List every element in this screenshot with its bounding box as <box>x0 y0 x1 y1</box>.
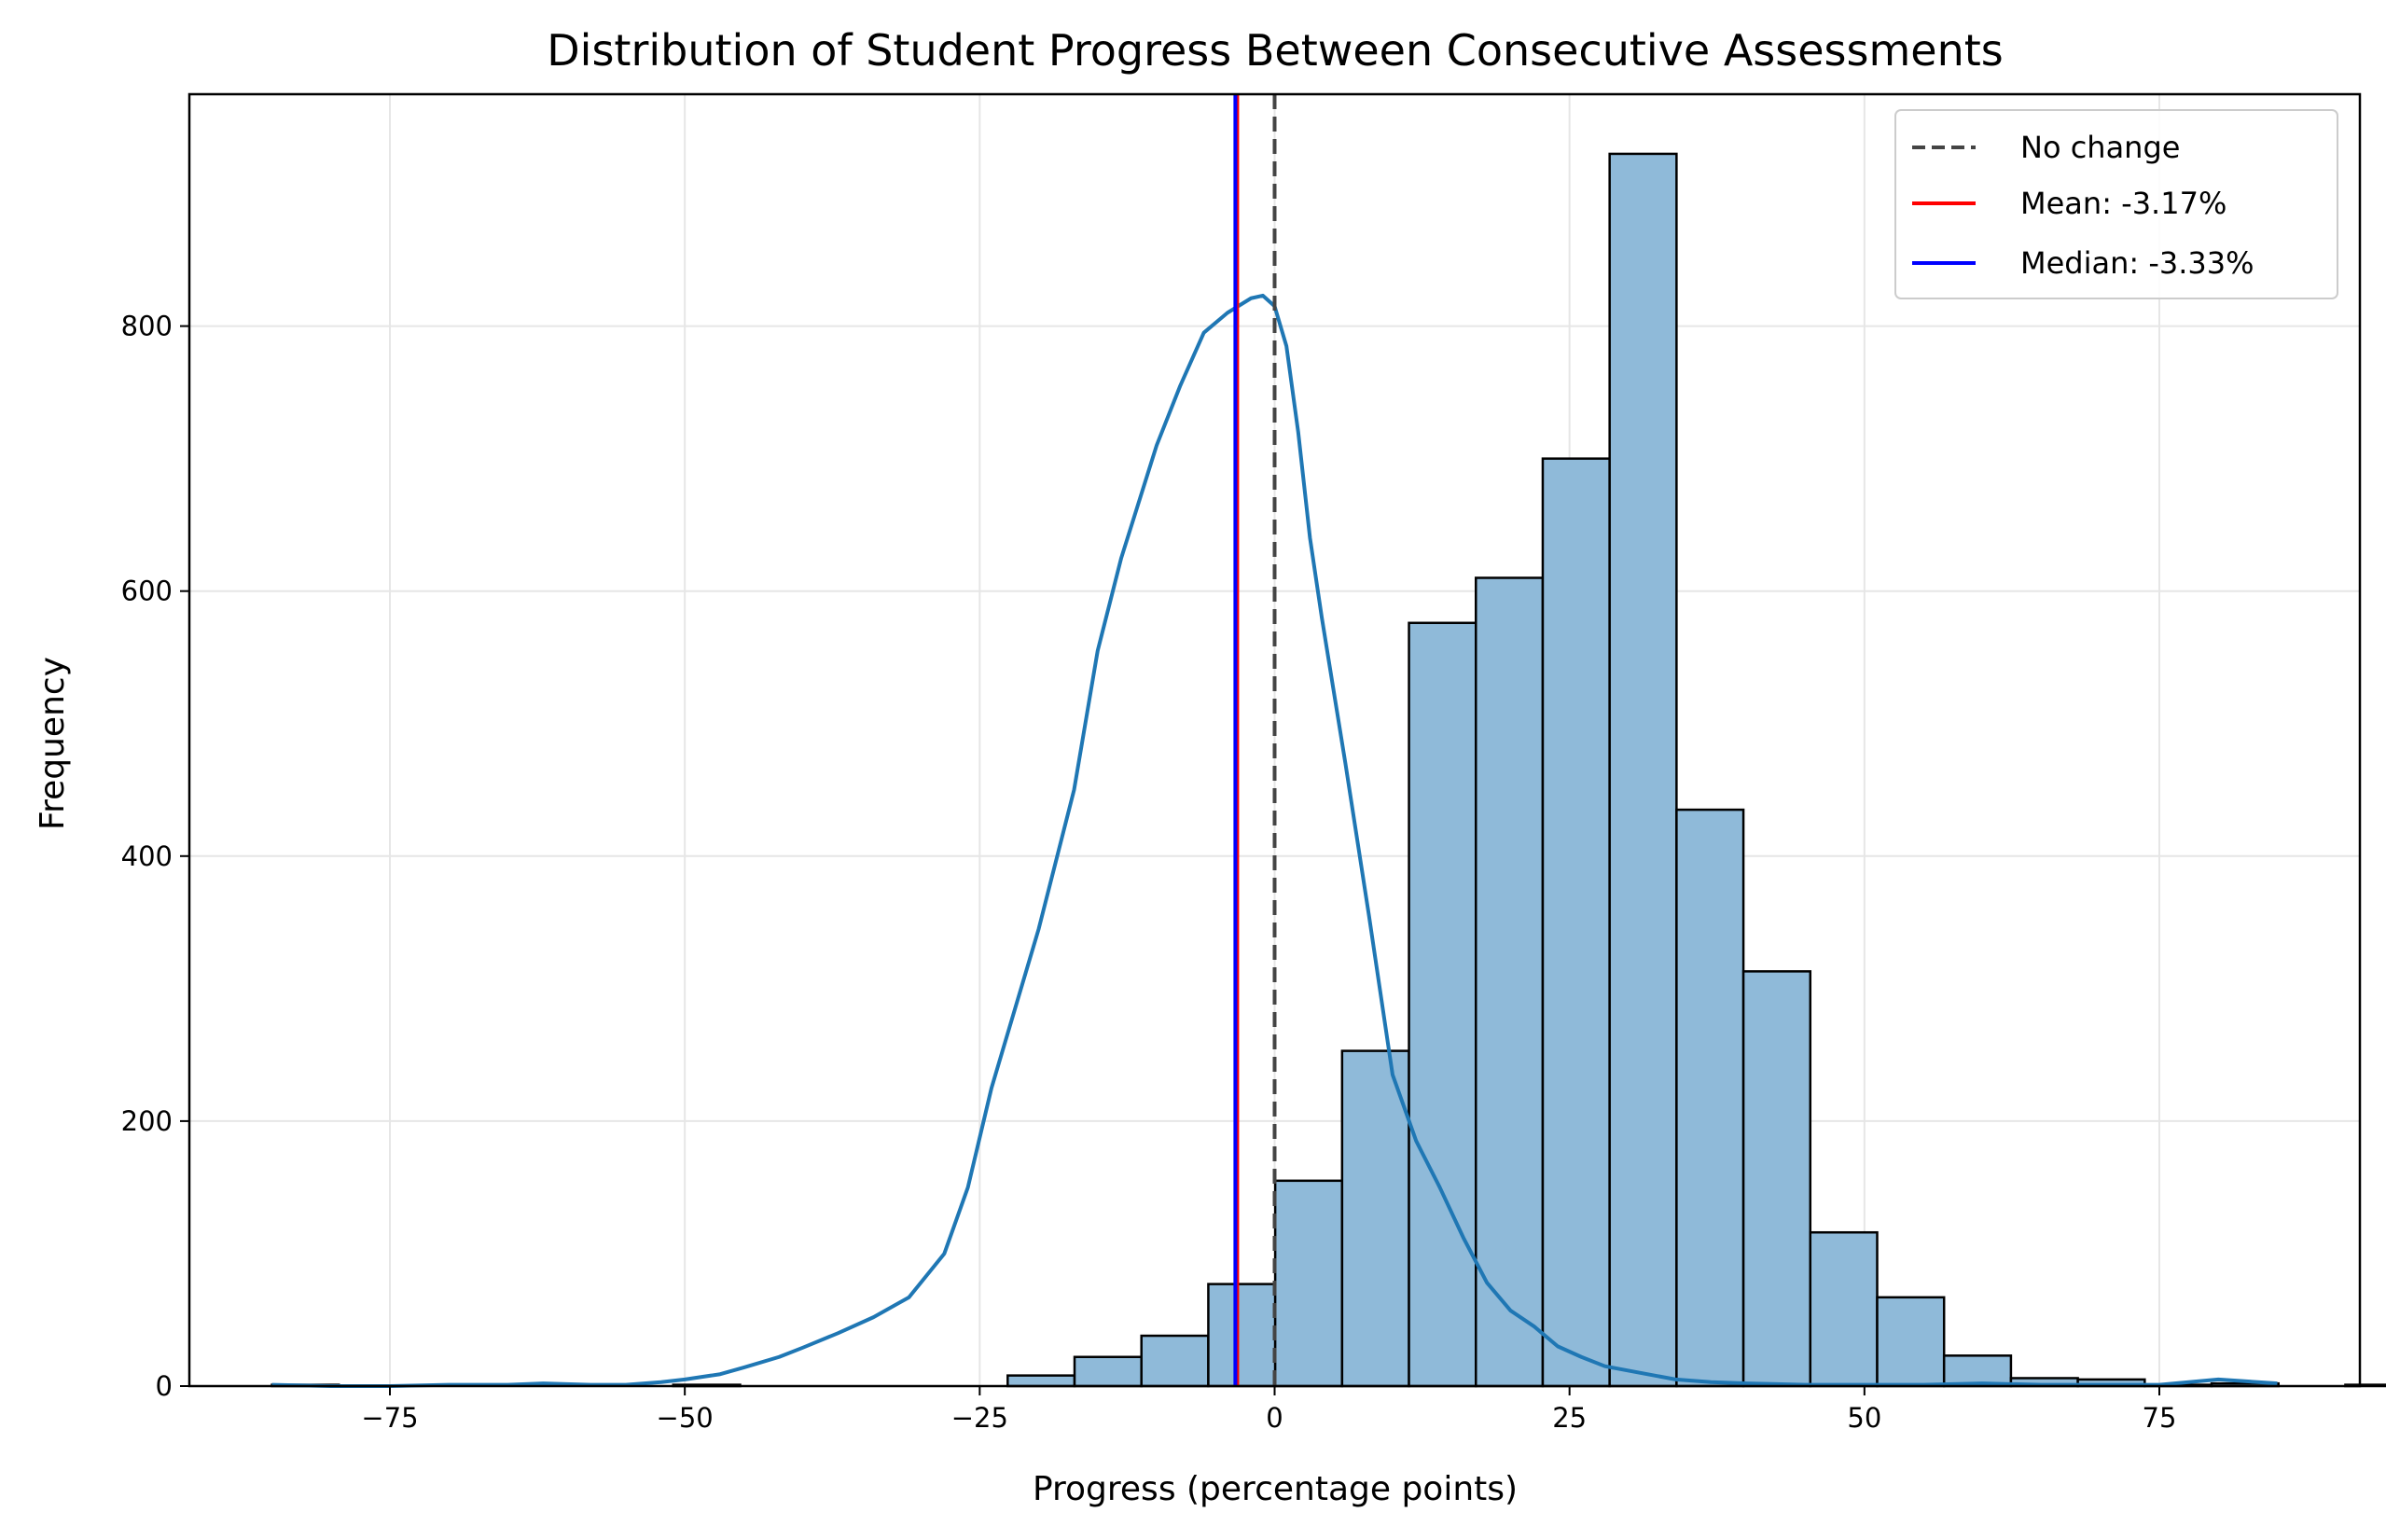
x-axis-ticks: −75 −50 −25 0 25 50 75 <box>361 1386 2176 1434</box>
y-tick-label: 200 <box>121 1105 173 1137</box>
legend-label-mean: Mean: -3.17% <box>2020 186 2226 221</box>
histogram-bar <box>1876 1296 1946 1388</box>
histogram-bar <box>1608 152 1678 1388</box>
histogram-bar <box>1207 1283 1277 1388</box>
y-tick-label: 600 <box>121 576 173 607</box>
x-tick-label: 75 <box>2143 1402 2177 1434</box>
histogram-bar <box>1475 576 1545 1388</box>
legend-frame <box>1894 109 2338 299</box>
y-tick-label: 800 <box>121 311 173 342</box>
chart-title: Distribution of Student Progress Between… <box>547 25 2003 76</box>
x-tick-label: 50 <box>1847 1402 1881 1434</box>
legend-label-median: Median: -3.33% <box>2020 245 2254 281</box>
histogram-bar <box>1809 1230 1879 1388</box>
y-tick-label: 400 <box>121 840 173 872</box>
x-tick-label: −75 <box>361 1402 418 1434</box>
x-tick-label: −50 <box>657 1402 714 1434</box>
y-axis-ticks: 0 200 400 600 800 <box>121 311 189 1402</box>
x-tick-label: 0 <box>1266 1402 1283 1434</box>
x-axis-title: Progress (percentage points) <box>1033 1470 1518 1508</box>
kde-curve <box>271 293 2278 1388</box>
histogram-bar <box>1741 970 1812 1388</box>
x-tick-label: 25 <box>1552 1402 1587 1434</box>
y-tick-label: 0 <box>156 1370 173 1402</box>
histogram-bar <box>1006 1374 1076 1388</box>
legend: No change Mean: -3.17% Median: -3.33% <box>1894 109 2338 299</box>
histogram-bar <box>1073 1355 1143 1388</box>
histogram-bar <box>1541 457 1611 1388</box>
legend-label-no-change: No change <box>2020 130 2180 165</box>
histogram-bar <box>1408 621 1477 1388</box>
histogram-bar <box>1340 1049 1410 1388</box>
y-axis-title: Frequency <box>34 657 72 830</box>
x-tick-label: −25 <box>951 1402 1008 1434</box>
histogram-bar <box>1273 1179 1344 1388</box>
histogram-bars <box>271 152 2386 1388</box>
histogram-bar <box>1942 1354 2013 1388</box>
kde-curve-group <box>271 293 2278 1388</box>
histogram-bar <box>1675 808 1745 1388</box>
reference-lines <box>1233 94 1277 1386</box>
histogram-bar <box>1140 1334 1210 1388</box>
